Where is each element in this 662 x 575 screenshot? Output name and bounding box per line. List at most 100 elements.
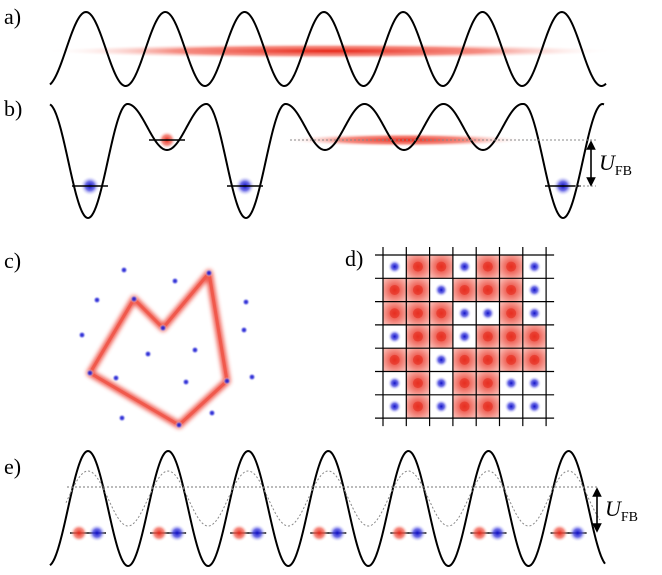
- panel-d-blue-site: [387, 376, 402, 391]
- panel-e-red-atom: [70, 524, 88, 542]
- panel-e-ufb-label: UFB: [605, 496, 638, 525]
- panel-c-blue-dot: [240, 326, 248, 334]
- panel-d-red-site: [459, 378, 470, 389]
- panel-d-blue-site: [504, 399, 519, 414]
- panel-d-red-site: [482, 331, 493, 342]
- panel-d-blue-site: [527, 306, 542, 321]
- panel-e-red-atom: [390, 524, 409, 542]
- panel-e-label: e): [4, 454, 21, 479]
- panel-e-red-atom: [150, 524, 169, 542]
- panel-c-blue-dot: [175, 421, 183, 429]
- panel-b-label: b): [4, 96, 22, 121]
- panel-d-blue-site: [387, 399, 402, 414]
- panel-d-red-site: [529, 354, 540, 365]
- panel-d-blue-site: [457, 259, 472, 274]
- panel-a-red-cloud: [45, 43, 615, 59]
- panel-e-red-atom: [470, 524, 489, 542]
- panel-d-red-site: [436, 308, 447, 319]
- panel-c-blue-dot: [248, 373, 256, 381]
- panel-d-blue-site: [527, 376, 542, 391]
- panel-d-blue-site: [504, 376, 519, 391]
- panel-d-red-site: [459, 354, 470, 365]
- panel-b-ufb-label: UFB: [599, 150, 632, 179]
- panel-d-red-site: [412, 331, 423, 342]
- panel-d-blue-site: [457, 306, 472, 321]
- panel-d-red-site: [482, 378, 493, 389]
- panel-e-red-atom: [310, 524, 329, 542]
- panel-c-blue-dot: [86, 369, 94, 377]
- panel-b-red-cloud: [285, 133, 525, 147]
- panel-d-red-site: [506, 354, 517, 365]
- panel-d-red-site: [506, 284, 517, 295]
- panel-e: e) UFB: [4, 449, 638, 568]
- panel-d-red-site: [412, 401, 423, 412]
- panel-d-red-site: [482, 401, 493, 412]
- panel-c-blue-dot: [205, 269, 213, 277]
- panel-d-blue-site: [434, 282, 449, 297]
- panel-d-label: d): [345, 246, 363, 271]
- panel-d-blue-site: [527, 282, 542, 297]
- panel-b: b) UFB: [4, 96, 632, 220]
- panel-c-blue-dot: [112, 374, 120, 382]
- panel-c-blue-dot: [130, 295, 138, 303]
- panel-d-blue-site: [480, 306, 495, 321]
- panel-d-red-site: [506, 331, 517, 342]
- panel-c-blue-dot: [208, 409, 216, 417]
- panel-e-red-atom: [550, 524, 569, 542]
- panel-d-red-site: [389, 354, 400, 365]
- panel-d-grid: [375, 247, 555, 427]
- panel-e-blue-atom: [568, 524, 587, 542]
- panel-c-red-loop: [86, 269, 231, 429]
- panel-d-blue-site: [527, 259, 542, 274]
- panel-e-blue-atom: [408, 524, 427, 542]
- panel-c-blue-dot: [171, 277, 179, 285]
- panel-c-blue-dot: [159, 324, 167, 332]
- panel-c-blue-dot: [144, 350, 152, 358]
- panel-d-blue-site: [434, 376, 449, 391]
- panel-e-lattice-potential: [49, 449, 606, 568]
- panel-e-blue-atom: [488, 524, 507, 542]
- panel-d-red-site: [389, 284, 400, 295]
- panel-a-lattice-potential: [49, 10, 607, 88]
- panel-d-red-site: [412, 284, 423, 295]
- panel-c-blue-dot: [191, 346, 199, 354]
- panel-d-red-site: [412, 308, 423, 319]
- panel-b-lattice-potential: [49, 103, 605, 220]
- panel-d-blue-site: [527, 399, 542, 414]
- panel-c-blue-dot: [93, 296, 101, 304]
- panel-c-blue-dot: [78, 331, 86, 339]
- panel-d-red-site: [459, 284, 470, 295]
- panel-d-red-site: [506, 261, 517, 272]
- panel-d-blue-site: [434, 352, 449, 367]
- panel-c-blue-dot: [118, 414, 126, 422]
- panel-d-blue-site: [434, 399, 449, 414]
- panel-e-red-atom: [230, 524, 249, 542]
- panel-d-red-site: [412, 261, 423, 272]
- panel-e-dotted-potential: [65, 470, 601, 527]
- panel-d-red-site: [436, 331, 447, 342]
- panel-c-blue-dots: [78, 266, 256, 429]
- panel-d-red-site: [482, 284, 493, 295]
- panel-e-blue-atom: [248, 524, 267, 542]
- panel-a: a): [4, 4, 615, 88]
- panel-e-atom-pairs: [70, 524, 587, 542]
- panel-d-blue-site: [387, 259, 402, 274]
- panel-e-blue-atom: [328, 524, 347, 542]
- panel-d-red-site: [412, 354, 423, 365]
- panel-c-blue-dot: [182, 378, 190, 386]
- panel-d-red-site: [436, 261, 447, 272]
- panel-c-label: c): [4, 248, 21, 273]
- panel-d-red-site: [459, 401, 470, 412]
- panel-d-red-site: [529, 331, 540, 342]
- panel-c-blue-dot: [223, 377, 231, 385]
- panel-d-red-site: [506, 308, 517, 319]
- panel-d: d): [345, 246, 555, 427]
- panel-d-red-site: [482, 261, 493, 272]
- panel-d-red-site: [389, 308, 400, 319]
- panel-e-blue-atom: [168, 524, 187, 542]
- panel-d-blue-site: [457, 329, 472, 344]
- panel-d-blue-site: [387, 329, 402, 344]
- panel-c-blue-dot: [120, 266, 128, 274]
- panel-e-blue-atom: [88, 524, 106, 542]
